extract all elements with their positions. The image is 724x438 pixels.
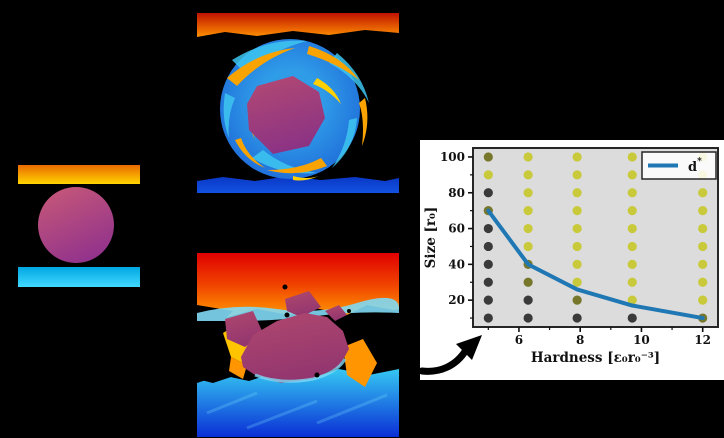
y-axis-label: Size [r₀]	[423, 207, 439, 269]
scatter-series	[483, 152, 708, 305]
x-axis-label: Hardness [ε₀r₀⁻³]	[531, 350, 660, 366]
data-point	[572, 152, 582, 162]
data-point	[627, 206, 637, 216]
data-point	[483, 313, 493, 323]
data-point	[572, 259, 582, 269]
y-tick-label: 60	[448, 222, 465, 236]
debris-core-main	[241, 313, 349, 383]
simulation-snapshot-crushed	[197, 253, 399, 437]
data-point	[627, 295, 637, 305]
data-point	[698, 188, 708, 198]
data-point	[572, 188, 582, 198]
data-point	[627, 277, 637, 287]
data-point	[627, 152, 637, 162]
x-tick-label: 12	[694, 333, 711, 347]
x-tick-label: 8	[576, 333, 584, 347]
data-point	[698, 223, 708, 234]
data-point	[698, 277, 708, 287]
data-point	[627, 188, 637, 198]
black-specks	[282, 284, 351, 378]
debris-purple-top	[285, 291, 321, 317]
data-point	[483, 188, 493, 198]
data-point	[572, 313, 582, 323]
data-point	[572, 277, 582, 287]
debris-orange-right	[343, 339, 377, 387]
data-point	[572, 206, 582, 216]
bottom-plate	[18, 267, 140, 287]
data-point	[572, 223, 582, 234]
data-point	[698, 206, 708, 216]
data-point	[483, 223, 493, 234]
void-lower-left	[197, 353, 231, 383]
particle-core	[247, 76, 325, 154]
y-tick-label: 40	[448, 257, 465, 271]
top-plate	[18, 165, 140, 184]
data-point	[523, 295, 533, 305]
phase-diagram-panel: 6 8 10 12 20 40 60 80 100 d* Hardness [ε₀r₀⁻³] Size…	[420, 140, 724, 380]
top-indenter-shape	[197, 13, 399, 37]
data-point	[572, 170, 582, 180]
core-cyan-fringe	[254, 358, 347, 383]
data-point	[523, 152, 533, 162]
data-point	[698, 241, 708, 252]
void-right	[359, 309, 399, 349]
x-tick-label: 10	[633, 333, 650, 347]
data-point	[483, 152, 493, 162]
data-point	[698, 295, 708, 305]
d-star-line	[486, 208, 705, 321]
x-tick-label: 6	[515, 333, 523, 347]
data-point	[572, 295, 582, 305]
data-point	[572, 241, 582, 252]
bottom-substrate-shape	[197, 369, 399, 437]
data-point	[698, 259, 708, 269]
setup-schematic	[18, 165, 140, 287]
data-point	[483, 170, 493, 180]
void-lower-right	[373, 345, 399, 369]
top-indenter-shape	[197, 253, 399, 317]
simulation-snapshot-intact	[197, 13, 399, 193]
data-point	[483, 241, 493, 252]
debris-orange-left	[229, 357, 247, 379]
data-point	[627, 223, 637, 234]
particle-sphere	[38, 187, 114, 263]
data-point	[627, 313, 637, 323]
data-point	[523, 188, 533, 198]
bottom-indenter-shape	[197, 176, 399, 193]
data-point	[483, 259, 493, 269]
data-point	[483, 277, 493, 287]
data-point	[483, 295, 493, 305]
data-point	[627, 170, 637, 180]
substrate-streaks	[206, 391, 388, 430]
data-point	[523, 241, 533, 252]
data-point	[627, 259, 637, 269]
debris-purple-right	[325, 305, 347, 321]
y-tick-label: 100	[440, 150, 465, 164]
data-point	[523, 277, 533, 287]
data-point	[627, 241, 637, 252]
y-tick-label: 20	[448, 293, 465, 307]
data-point	[523, 313, 533, 323]
data-point	[523, 223, 533, 234]
scatter-series	[483, 188, 637, 323]
data-point	[523, 170, 533, 180]
data-point	[523, 206, 533, 216]
y-tick-label: 80	[448, 186, 465, 200]
